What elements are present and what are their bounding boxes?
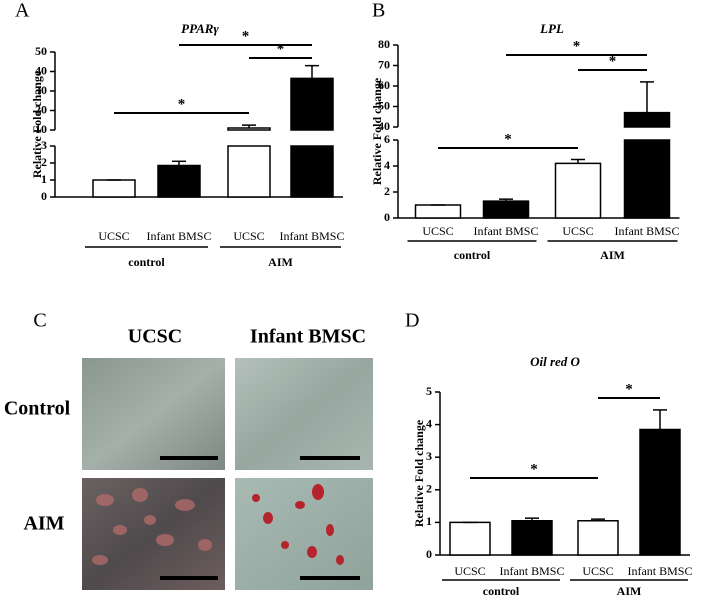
- error-bar: [172, 160, 186, 166]
- y-tick-label: 10: [35, 122, 47, 136]
- group-label: control: [454, 248, 491, 262]
- error-bar: [305, 64, 319, 79]
- significance-label: *: [504, 131, 512, 147]
- x-tick-label: Infant BMSC: [146, 229, 211, 243]
- panel-label: C: [33, 310, 46, 332]
- group-label: AIM: [600, 248, 625, 262]
- bar: [227, 127, 271, 198]
- y-tick-label: 3: [426, 449, 432, 463]
- panel-label: D: [405, 310, 419, 332]
- group-label: control: [483, 584, 520, 598]
- y-tick-label: 60: [378, 78, 390, 92]
- row-label: AIM: [23, 513, 64, 535]
- error-bar: [653, 409, 667, 430]
- bar: [623, 111, 671, 219]
- significance-label: *: [277, 41, 285, 57]
- y-tick-label: 50: [378, 98, 390, 112]
- stain-spots: [252, 484, 344, 565]
- bar: [92, 179, 136, 198]
- x-tick-label: UCSC: [233, 229, 264, 243]
- x-tick-label: Infant BMSC: [473, 224, 538, 238]
- x-tick-label: Infant BMSC: [499, 564, 564, 578]
- significance-label: *: [609, 53, 617, 69]
- error-bar: [525, 517, 539, 521]
- y-tick-label: 2: [41, 155, 47, 169]
- y-tick-label: 0: [426, 547, 432, 561]
- chart-title: Oil red O: [530, 354, 580, 369]
- stain-spots: [92, 488, 212, 565]
- y-tick-label: 70: [378, 57, 390, 71]
- y-axis-label: Relative Fold change: [370, 77, 384, 185]
- bar: [639, 428, 681, 556]
- y-tick-label: 2: [426, 482, 432, 496]
- chart-title: PPARγ: [181, 21, 219, 36]
- error-bar: [571, 158, 585, 164]
- error-bar: [591, 518, 605, 521]
- y-tick-label: 40: [35, 63, 47, 77]
- bar: [482, 200, 530, 219]
- y-tick-label: 50: [35, 44, 47, 58]
- y-tick-label: 5: [426, 384, 432, 398]
- micrograph: [82, 358, 225, 470]
- y-tick-label: 6: [384, 132, 390, 146]
- chart-title: LPL: [539, 21, 564, 36]
- bar: [449, 521, 491, 556]
- y-axis-label: Relative Fold change: [412, 419, 426, 527]
- column-label: UCSC: [128, 326, 182, 348]
- x-tick-label: UCSC: [98, 229, 129, 243]
- panel-label: B: [372, 0, 385, 22]
- scale-bar: [160, 456, 360, 580]
- significance-label: *: [625, 381, 633, 397]
- x-tick-label: Infant BMSC: [279, 229, 344, 243]
- bar: [554, 162, 602, 219]
- y-tick-label: 2: [384, 184, 390, 198]
- x-tick-label: Infant BMSC: [627, 564, 692, 578]
- y-tick-label: 40: [378, 119, 390, 133]
- bar: [157, 164, 201, 198]
- x-tick-label: Infant BMSC: [614, 224, 679, 238]
- row-label: Control: [4, 398, 71, 420]
- column-label: Infant BMSC: [250, 326, 366, 348]
- group-label: AIM: [268, 255, 293, 269]
- significance-label: *: [242, 28, 250, 44]
- y-tick-label: 30: [35, 83, 47, 97]
- y-tick-label: 4: [426, 416, 432, 430]
- significance-label: *: [530, 461, 538, 477]
- significance-label: *: [178, 96, 186, 112]
- x-tick-label: UCSC: [454, 564, 485, 578]
- bar: [577, 520, 619, 556]
- error-bar: [640, 81, 654, 113]
- group-label: control: [128, 255, 165, 269]
- bar: [511, 520, 553, 556]
- y-tick-label: 1: [426, 514, 432, 528]
- bar: [290, 77, 334, 198]
- image-panel: C UCSC Infant BMSC Control AIM: [4, 310, 373, 590]
- significance-label: *: [573, 38, 581, 54]
- panel-label: A: [15, 0, 30, 22]
- y-axis-label: Relative Fold change: [30, 70, 44, 178]
- y-tick-label: 20: [35, 102, 47, 116]
- group-label: AIM: [617, 584, 642, 598]
- y-tick-label: 3: [41, 138, 47, 152]
- x-tick-label: UCSC: [422, 224, 453, 238]
- micrograph: [235, 358, 373, 470]
- x-tick-label: UCSC: [582, 564, 613, 578]
- y-tick-label: 0: [41, 189, 47, 203]
- y-tick-label: 0: [384, 210, 390, 224]
- y-tick-label: 4: [384, 158, 390, 172]
- x-tick-label: UCSC: [562, 224, 593, 238]
- y-tick-label: 1: [41, 172, 47, 186]
- error-bar: [242, 124, 256, 129]
- bar: [414, 204, 462, 219]
- y-tick-label: 80: [378, 37, 390, 51]
- error-bar: [499, 198, 513, 202]
